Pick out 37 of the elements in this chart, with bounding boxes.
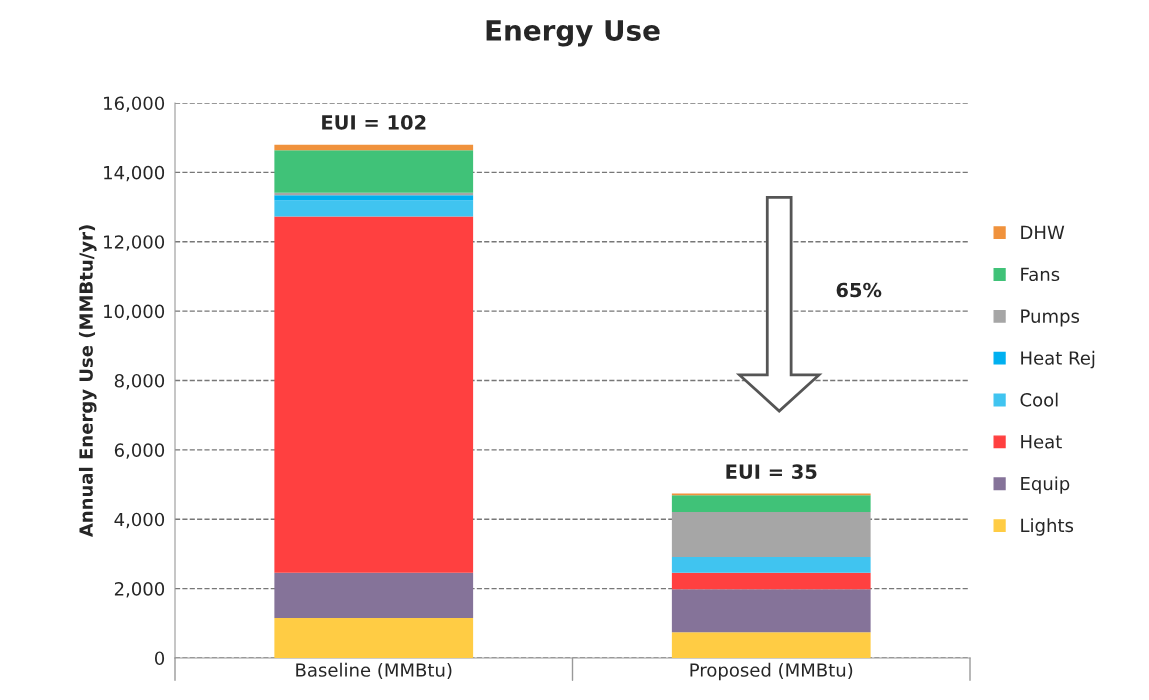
annotation: 65% [836,282,882,298]
legend-label: Fans [1021,267,1060,282]
y-tick-label: 8,000 [114,373,165,390]
y-tick-label: 2,000 [114,582,165,598]
y-axis-title: Annual Energy Use (MMBtu/yr) [78,225,97,538]
bar [274,195,474,201]
bar [671,495,871,512]
y-tick-label: 14,000 [104,165,165,182]
legend-label: Cool [1020,392,1058,407]
bar [671,557,871,573]
bar [274,200,474,217]
bar [274,144,474,151]
y-tick-label: 6,000 [114,443,165,459]
legend-label: Heat Rej [1021,350,1095,369]
bar [274,216,474,573]
bar [671,589,871,633]
bar [274,618,474,658]
legend-label: Equip [1021,476,1070,494]
legend-label: DHW [1021,225,1065,240]
y-tick-label: 10,000 [104,304,165,321]
y-tick-label: 16,000 [104,96,165,112]
bar [274,572,474,619]
bar [671,511,871,558]
y-tick-label: 4,000 [114,512,165,529]
x-tick-label: Proposed (MMBtu) [690,662,853,681]
chart-title: Energy Use [486,20,660,47]
bar [274,150,474,193]
bar [671,632,871,658]
bar [671,572,871,590]
x-tick-label: Baseline (MMBtu) [296,662,452,679]
y-tick-label: 12,000 [104,235,165,251]
annotation: EUI = 102 [322,115,426,130]
legend-label: Pumps [1021,309,1080,327]
legend-label: Lights [1021,518,1074,536]
annotation: EUI = 35 [726,464,817,480]
y-tick-label: 0 [154,651,165,666]
legend-label: Heat [1021,435,1062,449]
